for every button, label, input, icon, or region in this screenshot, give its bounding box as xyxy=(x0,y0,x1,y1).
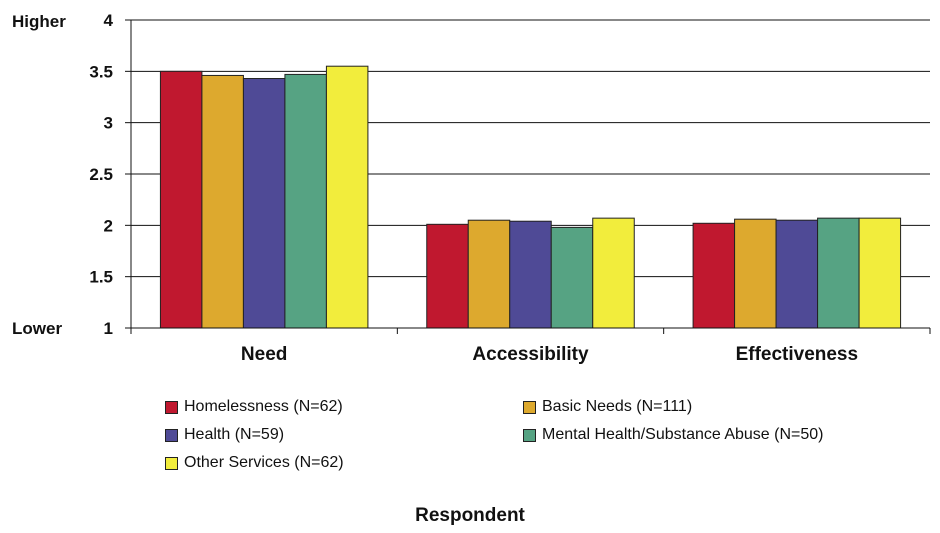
bar-accessibility-4 xyxy=(592,217,635,329)
bar-accessibility-2 xyxy=(509,220,552,329)
legend-swatch xyxy=(165,428,178,442)
legend-swatch xyxy=(523,428,536,442)
bar-chart: 1 1.5 2 2.5 3 3.5 4 Need Accessibility Effective… xyxy=(12,11,931,365)
y-tick-label: 3 xyxy=(104,114,113,133)
bar-effectiveness-2 xyxy=(775,219,819,329)
bar-effectiveness-4 xyxy=(858,217,902,329)
bar-accessibility-0 xyxy=(426,223,469,329)
x-axis-title: Respondent xyxy=(415,505,525,526)
legend-swatch xyxy=(165,456,178,470)
y-tick-labels: 1 1.5 2 2.5 3 3.5 4 xyxy=(89,11,131,338)
bars xyxy=(159,65,902,329)
y-axis-label-lower: Lower xyxy=(12,319,62,338)
y-tick-label: 4 xyxy=(104,11,114,30)
bar-accessibility-1 xyxy=(467,219,511,329)
legend-swatch xyxy=(165,400,178,414)
bar-effectiveness-0 xyxy=(692,222,736,329)
bar-need-2 xyxy=(242,78,286,329)
legend-label: Other Services (N=62) xyxy=(184,454,344,471)
bar-need-4 xyxy=(325,65,369,329)
legend-swatch xyxy=(523,400,536,414)
legend-item: Mental Health/Substance Abuse (N=50) xyxy=(523,426,824,444)
category-label: Need xyxy=(241,344,287,365)
bar-need-1 xyxy=(201,74,244,329)
bar-effectiveness-3 xyxy=(817,217,860,329)
y-tick-label: 2.5 xyxy=(89,165,113,184)
legend-item: Other Services (N=62) xyxy=(165,454,344,472)
y-axis-label-higher: Higher xyxy=(12,12,66,31)
legend-item: Health (N=59) xyxy=(165,426,284,444)
y-tick-label: 3.5 xyxy=(89,62,113,81)
legend-item: Basic Needs (N=111) xyxy=(523,398,692,416)
bar-effectiveness-1 xyxy=(734,218,777,329)
y-tick-label: 1.5 xyxy=(89,268,113,287)
bar-accessibility-3 xyxy=(550,226,594,329)
legend-label: Homelessness (N=62) xyxy=(184,398,343,415)
legend-label: Health (N=59) xyxy=(184,426,285,443)
legend: Homelessness (N=62) Basic Needs (N=111) He… xyxy=(165,398,925,488)
bar-need-3 xyxy=(284,73,327,329)
bar-need-0 xyxy=(159,70,203,329)
legend-label: Mental Health/Substance Abuse (N=50) xyxy=(542,426,824,443)
y-tick-label: 2 xyxy=(104,216,113,235)
legend-label: Basic Needs (N=111) xyxy=(542,398,693,415)
category-label: Accessibility xyxy=(472,344,589,365)
category-label: Effectiveness xyxy=(736,344,859,365)
y-tick-label: 1 xyxy=(104,319,113,338)
legend-item: Homelessness (N=62) xyxy=(165,398,343,416)
category-labels: Need Accessibility Effectiveness xyxy=(241,344,858,365)
